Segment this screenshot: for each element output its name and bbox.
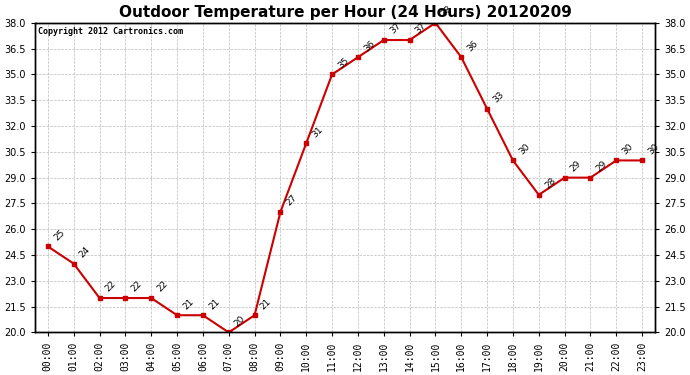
- Text: 33: 33: [491, 90, 506, 105]
- Text: Copyright 2012 Cartronics.com: Copyright 2012 Cartronics.com: [38, 27, 183, 36]
- Text: 21: 21: [181, 297, 196, 311]
- Text: 30: 30: [517, 142, 531, 156]
- Text: 22: 22: [130, 279, 144, 294]
- Text: 30: 30: [647, 142, 661, 156]
- Text: 22: 22: [155, 279, 170, 294]
- Text: 36: 36: [466, 39, 480, 53]
- Text: 36: 36: [362, 39, 377, 53]
- Text: 20: 20: [233, 314, 247, 328]
- Text: 31: 31: [310, 124, 325, 139]
- Text: 22: 22: [104, 279, 118, 294]
- Text: 24: 24: [78, 245, 92, 260]
- Text: 35: 35: [336, 56, 351, 70]
- Text: 29: 29: [595, 159, 609, 174]
- Text: 25: 25: [52, 228, 66, 242]
- Text: 37: 37: [414, 21, 428, 36]
- Text: 29: 29: [569, 159, 583, 174]
- Text: 30: 30: [620, 142, 635, 156]
- Text: 27: 27: [284, 194, 299, 208]
- Text: 38: 38: [440, 4, 454, 19]
- Text: 21: 21: [207, 297, 221, 311]
- Text: 28: 28: [543, 176, 558, 190]
- Text: 37: 37: [388, 21, 402, 36]
- Text: 21: 21: [259, 297, 273, 311]
- Title: Outdoor Temperature per Hour (24 Hours) 20120209: Outdoor Temperature per Hour (24 Hours) …: [119, 5, 571, 20]
